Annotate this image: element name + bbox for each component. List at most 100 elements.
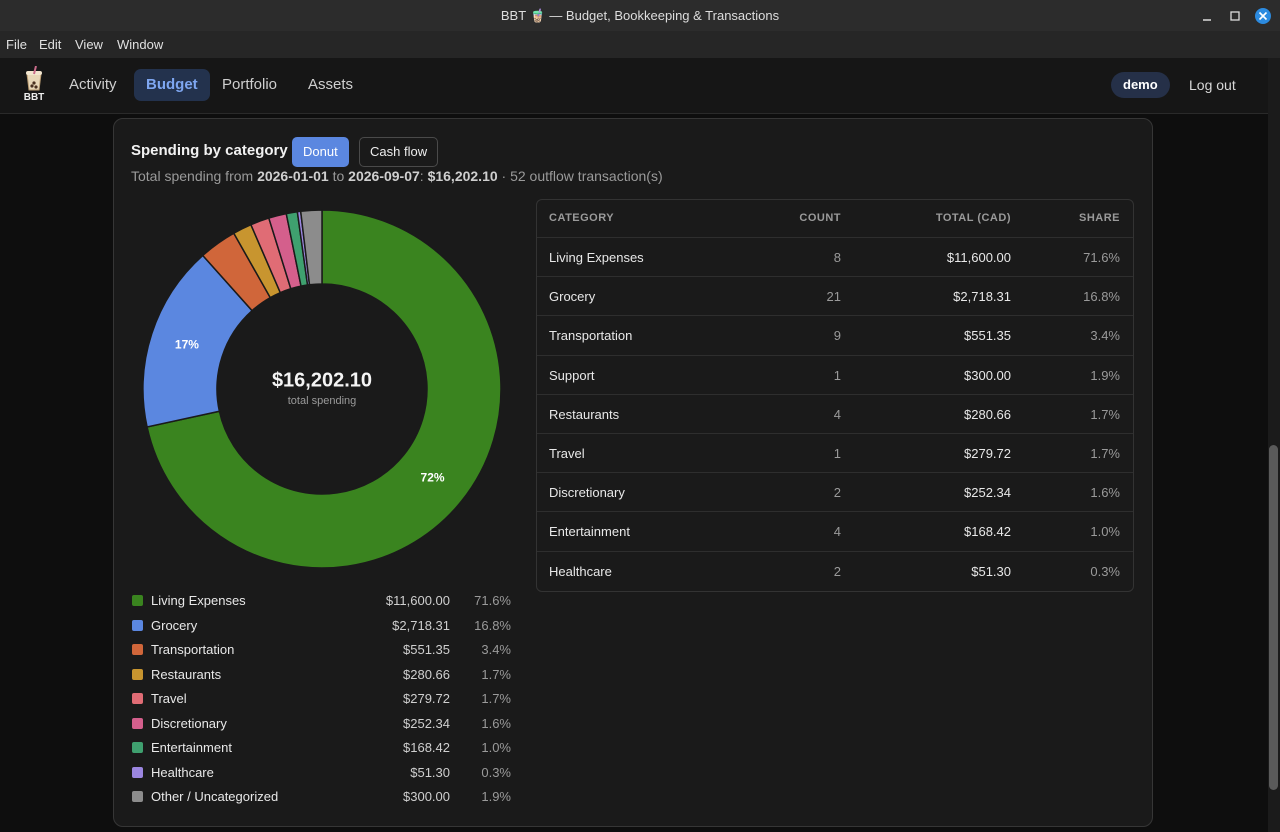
table-cell: Entertainment [549,524,630,540]
table-cell: 1.0% [1090,524,1120,540]
table-cell: $252.34 [964,485,1011,501]
table-cell: 1.7% [1090,446,1120,461]
legend-swatch [132,766,143,778]
window-title: BBT 🧋 — Budget, Bookkeeping & Transactio… [500,8,780,23]
subtitle-part: to [328,168,349,184]
table-cell: Healthcare [549,563,612,579]
legend-amount: $300.00 [403,789,450,804]
legend-swatch [132,595,143,606]
legend-label: Discretionary [151,715,227,731]
legend-label: Other / Uncategorized [151,789,279,804]
table-cell: 21 [826,289,841,305]
table-cell: Support [549,367,595,383]
menu-item[interactable]: View [75,37,103,52]
legend-label: Restaurants [151,666,222,682]
table-cell: $51.30 [971,563,1011,579]
table-cell: 71.6% [1083,250,1120,265]
maximize-button[interactable] [1230,11,1240,21]
table-row-line [537,393,1133,395]
legend-swatch [132,619,143,631]
legend-amount: $168.42 [403,740,450,755]
table-cell: $11,600.00 [946,250,1011,265]
title-bar: BBT 🧋 — Budget, Bookkeeping & Transactio… [0,0,1280,31]
nav-bar [0,58,1280,114]
table-header: COUNT [799,212,841,224]
table-cell: 2 [833,563,841,579]
legend-label: Living Expenses [151,593,246,608]
logo-icon[interactable] [22,66,46,92]
table-cell: 1 [833,446,841,461]
table-cell: Travel [549,446,585,461]
view-button[interactable]: Cash flow [359,137,439,167]
table-cell: $2,718.31 [953,289,1011,305]
legend-amount: $2,718.31 [392,617,450,633]
table-cell: $551.35 [964,328,1011,344]
user-badge[interactable]: demo [1111,72,1170,98]
menu-item[interactable]: Window [117,37,164,52]
table-cell: Restaurants [549,406,620,422]
legend-share: 1.7% [481,666,511,682]
legend-share: 1.0% [481,740,511,755]
table-cell: 3.4% [1090,328,1120,344]
table-header: CATEGORY [549,212,615,224]
legend-swatch [132,668,143,680]
legend-share: 71.6% [474,593,511,608]
table-row-line [537,315,1133,317]
table-row-line [537,472,1133,474]
table-header: TOTAL (CAD) [935,212,1011,224]
view-button[interactable]: Donut [292,137,349,167]
table-row-line [537,550,1133,552]
table-cell: 1.7% [1090,406,1120,422]
menu-item[interactable]: File [6,37,27,52]
legend-share: 1.9% [481,789,511,804]
legend-swatch [132,693,143,704]
table-cell: $300.00 [964,367,1011,383]
legend-label: Entertainment [151,740,232,755]
nav-item[interactable]: Activity [69,76,117,93]
legend-share: 16.8% [474,617,511,633]
legend-swatch [132,742,143,753]
card-subtitle: Total spending from 2026-01-01 to 2026-0… [131,168,663,184]
scrollbar-thumb[interactable] [1269,445,1278,790]
table-row-line [537,276,1133,278]
subtitle-part: · 52 outflow transaction(s) [497,168,663,184]
table-cell: $279.72 [964,446,1011,461]
logo-text: BBT [23,92,45,103]
table-cell: 9 [833,328,841,344]
table-cell: 0.3% [1090,563,1120,579]
subtitle-part: 2026-01-01 [257,168,329,184]
menu-bar [0,31,1280,58]
menu-item[interactable]: Edit [39,37,62,52]
table-cell: 1 [833,367,841,383]
legend-label: Transportation [151,642,235,657]
table-row-line [537,511,1133,513]
table-cell: Transportation [549,328,633,344]
subtitle-part: 2026-09-07 [348,168,420,184]
legend-share: 1.7% [481,691,511,706]
legend-swatch [132,717,143,729]
legend-label: Grocery [151,617,198,633]
legend-amount: $252.34 [403,715,450,731]
table-cell: 2 [833,485,841,501]
nav-item[interactable]: Portfolio [222,76,278,93]
table-cell: 4 [833,406,841,422]
nav-item[interactable]: Budget [134,69,210,101]
table-header-line [537,237,1133,238]
legend-swatch [132,644,143,655]
subtitle-part: $16,202.10 [427,168,498,184]
table-cell: Grocery [549,289,596,305]
legend-amount: $279.72 [403,691,450,706]
legend-label: Healthcare [151,764,214,780]
logout-link[interactable]: Log out [1189,77,1236,93]
table-header: SHARE [1078,212,1120,224]
close-icon [1258,11,1268,21]
legend-share: 1.6% [481,715,511,731]
category-table [536,199,1134,592]
nav-item[interactable]: Assets [308,76,354,93]
table-row-line [537,433,1133,434]
table-cell: 1.9% [1090,367,1120,383]
table-row-line [537,354,1133,356]
